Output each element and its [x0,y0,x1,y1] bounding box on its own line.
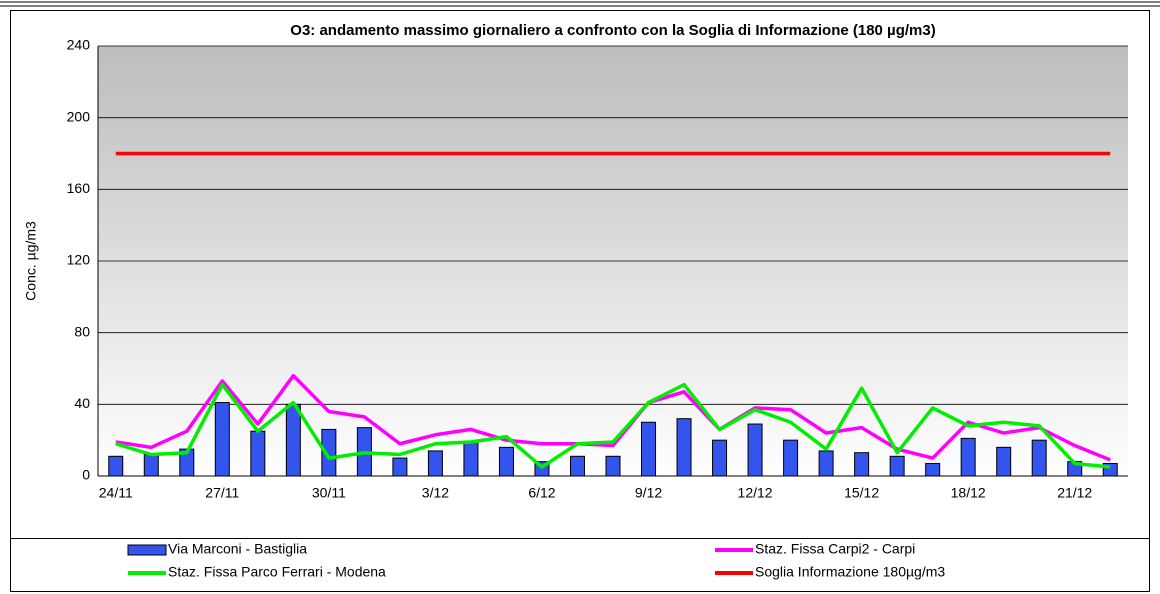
x-tick-label: 18/12 [951,485,986,501]
x-tick-label: 15/12 [844,485,879,501]
y-tick-label: 160 [67,180,91,196]
bar [641,421,657,477]
y-tick-label: 200 [67,108,91,124]
bar [250,430,266,477]
bar [960,437,976,477]
y-tick-label: 40 [74,395,90,411]
y-axis-label: Conc. µg/m3 [23,221,39,301]
bar [1031,439,1047,477]
bar [569,455,585,477]
bar [463,441,479,477]
bar [996,446,1012,477]
bar [925,462,941,477]
bar [392,457,408,477]
legend-label: Staz. Fissa Parco Ferrari - Modena [168,564,386,580]
bar [143,454,159,477]
chart-title: O3: andamento massimo giornaliero a conf… [290,22,935,39]
bar [285,403,301,477]
y-tick-label: 0 [82,467,90,483]
bar [498,446,514,477]
bar [854,452,870,477]
x-tick-label: 30/11 [312,485,346,501]
x-tick-label: 12/12 [738,485,773,501]
line [115,373,1111,462]
x-tick-label: 3/12 [422,485,449,501]
y-tick-label: 120 [67,252,91,268]
legend-label: Soglia Informazione 180µg/m3 [755,564,945,580]
legend-swatch [127,544,167,556]
x-tick-label: 21/12 [1057,485,1092,501]
x-tick-label: 24/11 [99,485,133,501]
bar [783,439,799,477]
bar [321,428,337,477]
x-tick-label: 6/12 [528,485,555,501]
y-tick-label: 240 [67,37,91,53]
bar [712,439,728,477]
bar [605,455,621,477]
bar [108,455,124,477]
bar [427,450,443,477]
bar [818,450,834,477]
bar [747,423,763,477]
legend-label: Via Marconi - Bastiglia [168,541,307,557]
bar [676,418,692,477]
bar [214,402,230,477]
x-tick-label: 9/12 [635,485,662,501]
legend-label: Staz. Fissa Carpi2 - Carpi [755,541,915,557]
x-tick-label: 27/11 [205,485,239,501]
bar [889,455,905,477]
line [115,382,1111,469]
y-tick-label: 80 [74,323,90,339]
